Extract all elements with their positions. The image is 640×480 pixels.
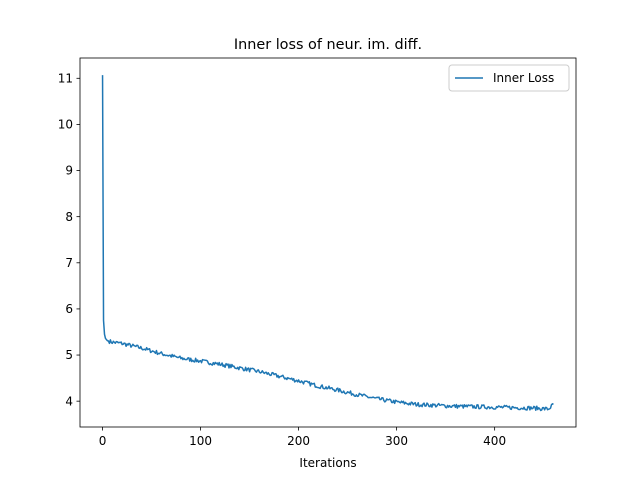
legend-box [448,64,570,92]
legend-label: Inner Loss [493,71,554,85]
y-tick-label: 4 [65,394,73,408]
x-tick-label: 200 [287,434,310,448]
y-tick-label: 5 [65,348,73,362]
x-tick-label: 100 [189,434,212,448]
y-tick-label: 9 [65,164,73,178]
plot-area [101,75,554,412]
x-tick-label: 0 [99,434,107,448]
x-tick-label: 400 [483,434,506,448]
y-tick-label: 6 [65,302,73,316]
axes: 0 100 200 300 400 4 5 6 7 8 9 10 11 [58,57,577,448]
chart-title: Inner loss of neur. im. diff. [234,37,422,53]
y-tick-label: 11 [58,71,73,85]
legend: Inner Loss [448,64,570,92]
x-axis-label: Iterations [299,456,356,470]
series-line-0 [101,75,554,412]
y-tick-label: 8 [65,210,73,224]
y-tick-label: 10 [58,118,73,132]
y-tick-label: 7 [65,256,73,270]
axes-frame [79,57,577,428]
x-tick-label: 300 [385,434,408,448]
